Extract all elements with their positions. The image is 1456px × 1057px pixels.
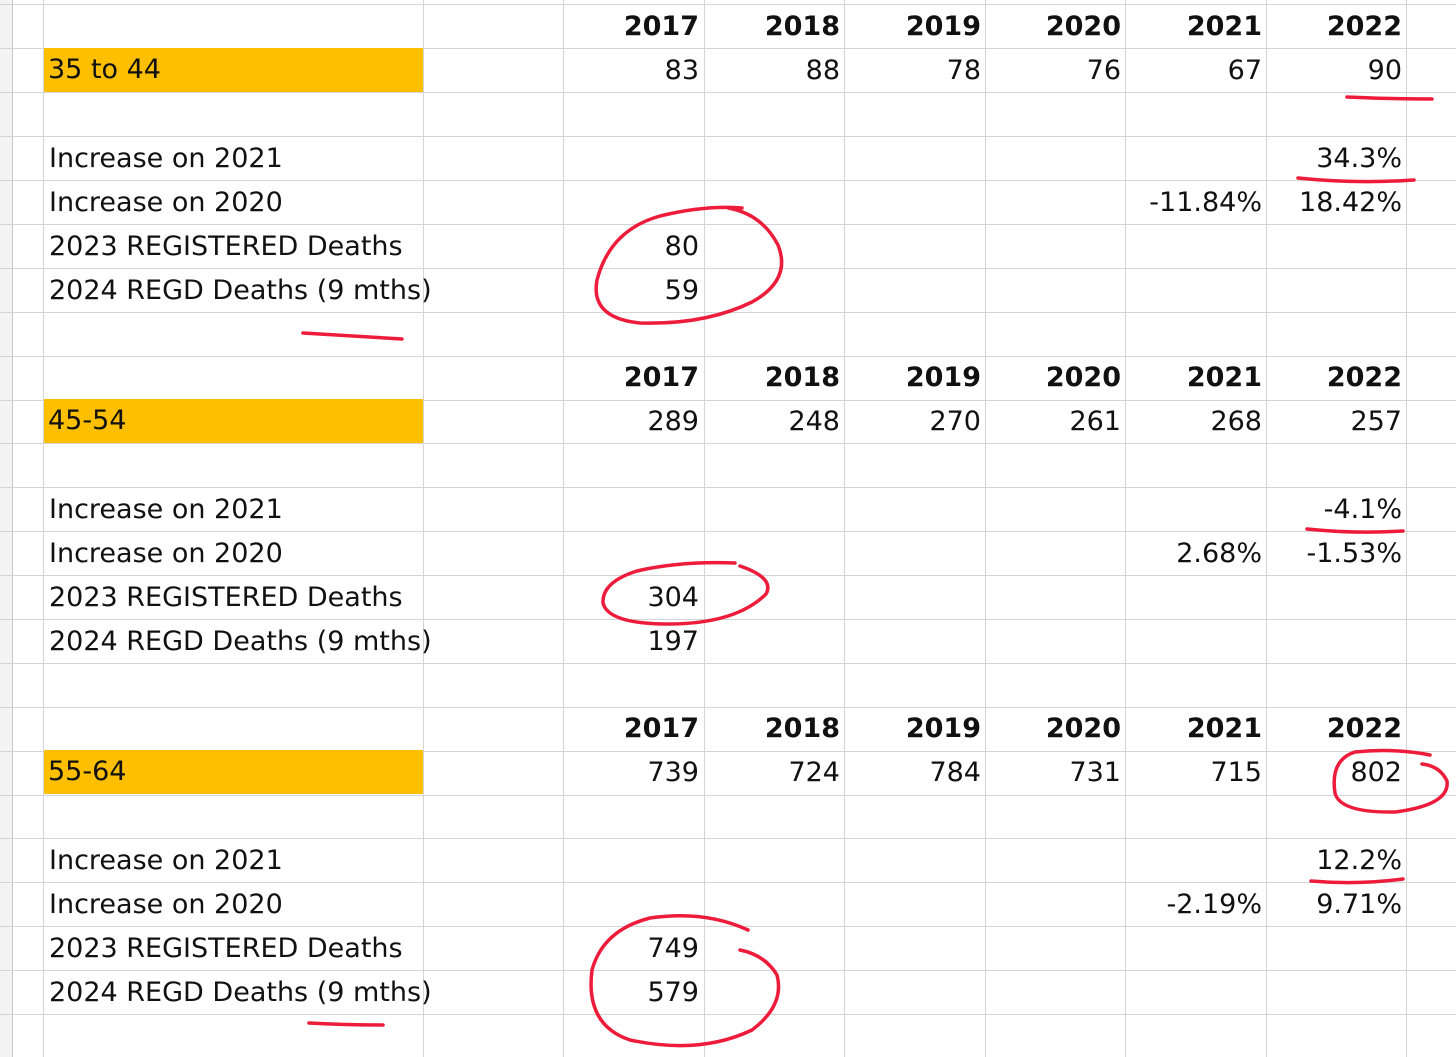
gridline (844, 0, 845, 1057)
row-label-increase-2020[interactable]: Increase on 2020 (49, 538, 283, 569)
row-label-regd-2024[interactable]: 2024 REGD Deaths (9 mths) (49, 626, 432, 657)
registered-2023-value[interactable]: 749 (647, 933, 699, 964)
year-header-cell[interactable]: 2017 (623, 11, 699, 42)
year-header-cell[interactable]: 2020 (1045, 11, 1121, 42)
deaths-value-cell[interactable]: 78 (946, 55, 981, 86)
gridline (0, 356, 1456, 357)
deaths-value-cell[interactable]: 88 (805, 55, 840, 86)
deaths-value-cell[interactable]: 90 (1367, 55, 1402, 86)
percent-cell[interactable]: 34.3% (1316, 143, 1402, 174)
row-label-increase-2020[interactable]: Increase on 2020 (49, 187, 283, 218)
gridline (0, 707, 1456, 708)
percent-cell[interactable]: 18.42% (1299, 187, 1402, 218)
row-label-registered-2023[interactable]: 2023 REGISTERED Deaths (49, 582, 403, 613)
age-band-cell[interactable]: 55-64 (44, 750, 423, 794)
row-label-increase-2020[interactable]: Increase on 2020 (49, 889, 283, 920)
deaths-value-cell[interactable]: 270 (929, 406, 981, 437)
year-header-cell[interactable]: 2019 (905, 362, 981, 393)
percent-cell[interactable]: 9.71% (1316, 889, 1402, 920)
deaths-value-cell[interactable]: 739 (647, 757, 699, 788)
age-band-cell[interactable]: 35 to 44 (44, 48, 423, 92)
age-band-label: 35 to 44 (48, 54, 161, 85)
row-label-registered-2023[interactable]: 2023 REGISTERED Deaths (49, 933, 403, 964)
gridline (0, 4, 1456, 5)
row-label-regd-2024[interactable]: 2024 REGD Deaths (9 mths) (49, 275, 432, 306)
age-band-cell[interactable]: 45-54 (44, 399, 423, 443)
gridline (985, 0, 986, 1057)
deaths-value-cell[interactable]: 257 (1350, 406, 1402, 437)
gridline (563, 0, 564, 1057)
year-header-cell[interactable]: 2021 (1186, 362, 1262, 393)
deaths-value-cell[interactable]: 248 (788, 406, 840, 437)
regd-2024-value[interactable]: 579 (647, 977, 699, 1008)
percent-cell[interactable]: -11.84% (1149, 187, 1262, 218)
deaths-value-cell[interactable]: 67 (1227, 55, 1262, 86)
year-header-cell[interactable]: 2020 (1045, 362, 1121, 393)
year-header-cell[interactable]: 2022 (1326, 362, 1402, 393)
percent-cell[interactable]: -4.1% (1323, 494, 1402, 525)
gridline (704, 0, 705, 1057)
gridline (0, 663, 1456, 664)
year-header-cell[interactable]: 2017 (623, 713, 699, 744)
percent-cell[interactable]: -1.53% (1306, 538, 1402, 569)
registered-2023-value[interactable]: 304 (647, 582, 699, 613)
gridline (0, 400, 1456, 401)
gridline (0, 882, 1456, 883)
year-header-cell[interactable]: 2018 (764, 362, 840, 393)
percent-cell[interactable]: 12.2% (1316, 845, 1402, 876)
percent-cell[interactable]: -2.19% (1166, 889, 1262, 920)
year-header-cell[interactable]: 2017 (623, 362, 699, 393)
deaths-value-cell[interactable]: 731 (1069, 757, 1121, 788)
deaths-value-cell[interactable]: 76 (1086, 55, 1121, 86)
year-header-cell[interactable]: 2021 (1186, 11, 1262, 42)
deaths-value-cell[interactable]: 724 (788, 757, 840, 788)
deaths-value-cell[interactable]: 802 (1350, 757, 1402, 788)
row-header-strip[interactable] (0, 0, 13, 1057)
regd-2024-value[interactable]: 197 (647, 626, 699, 657)
deaths-value-cell[interactable]: 261 (1069, 406, 1121, 437)
gridline (0, 92, 1456, 93)
year-header-cell[interactable]: 2022 (1326, 11, 1402, 42)
row-label-increase-2021[interactable]: Increase on 2021 (49, 494, 283, 525)
age-band-label: 45-54 (48, 405, 127, 436)
gridline (1406, 0, 1407, 1057)
deaths-value-cell[interactable]: 784 (929, 757, 981, 788)
regd-2024-value[interactable]: 59 (664, 275, 699, 306)
gridline (0, 751, 1456, 752)
gridline (43, 0, 44, 1057)
gridline (0, 443, 1456, 444)
gridline (1266, 0, 1267, 1057)
row-label-registered-2023[interactable]: 2023 REGISTERED Deaths (49, 231, 403, 262)
gridline (0, 136, 1456, 137)
year-header-cell[interactable]: 2021 (1186, 713, 1262, 744)
year-header-cell[interactable]: 2018 (764, 11, 840, 42)
age-band-label: 55-64 (48, 756, 127, 787)
gridline (1125, 0, 1126, 1057)
gridline (0, 48, 1456, 49)
year-header-cell[interactable]: 2019 (905, 713, 981, 744)
deaths-value-cell[interactable]: 289 (647, 406, 699, 437)
gridline (0, 180, 1456, 181)
deaths-value-cell[interactable]: 268 (1210, 406, 1262, 437)
gridline (0, 795, 1456, 796)
year-header-cell[interactable]: 2019 (905, 11, 981, 42)
row-label-increase-2021[interactable]: Increase on 2021 (49, 143, 283, 174)
gridline (0, 838, 1456, 839)
deaths-value-cell[interactable]: 715 (1210, 757, 1262, 788)
row-label-increase-2021[interactable]: Increase on 2021 (49, 845, 283, 876)
row-label-regd-2024[interactable]: 2024 REGD Deaths (9 mths) (49, 977, 432, 1008)
percent-cell[interactable]: 2.68% (1176, 538, 1262, 569)
gridline (423, 0, 424, 1057)
gridline (0, 531, 1456, 532)
deaths-value-cell[interactable]: 83 (664, 55, 699, 86)
registered-2023-value[interactable]: 80 (664, 231, 699, 262)
year-header-cell[interactable]: 2018 (764, 713, 840, 744)
year-header-cell[interactable]: 2020 (1045, 713, 1121, 744)
year-header-cell[interactable]: 2022 (1326, 713, 1402, 744)
gridline (0, 487, 1456, 488)
